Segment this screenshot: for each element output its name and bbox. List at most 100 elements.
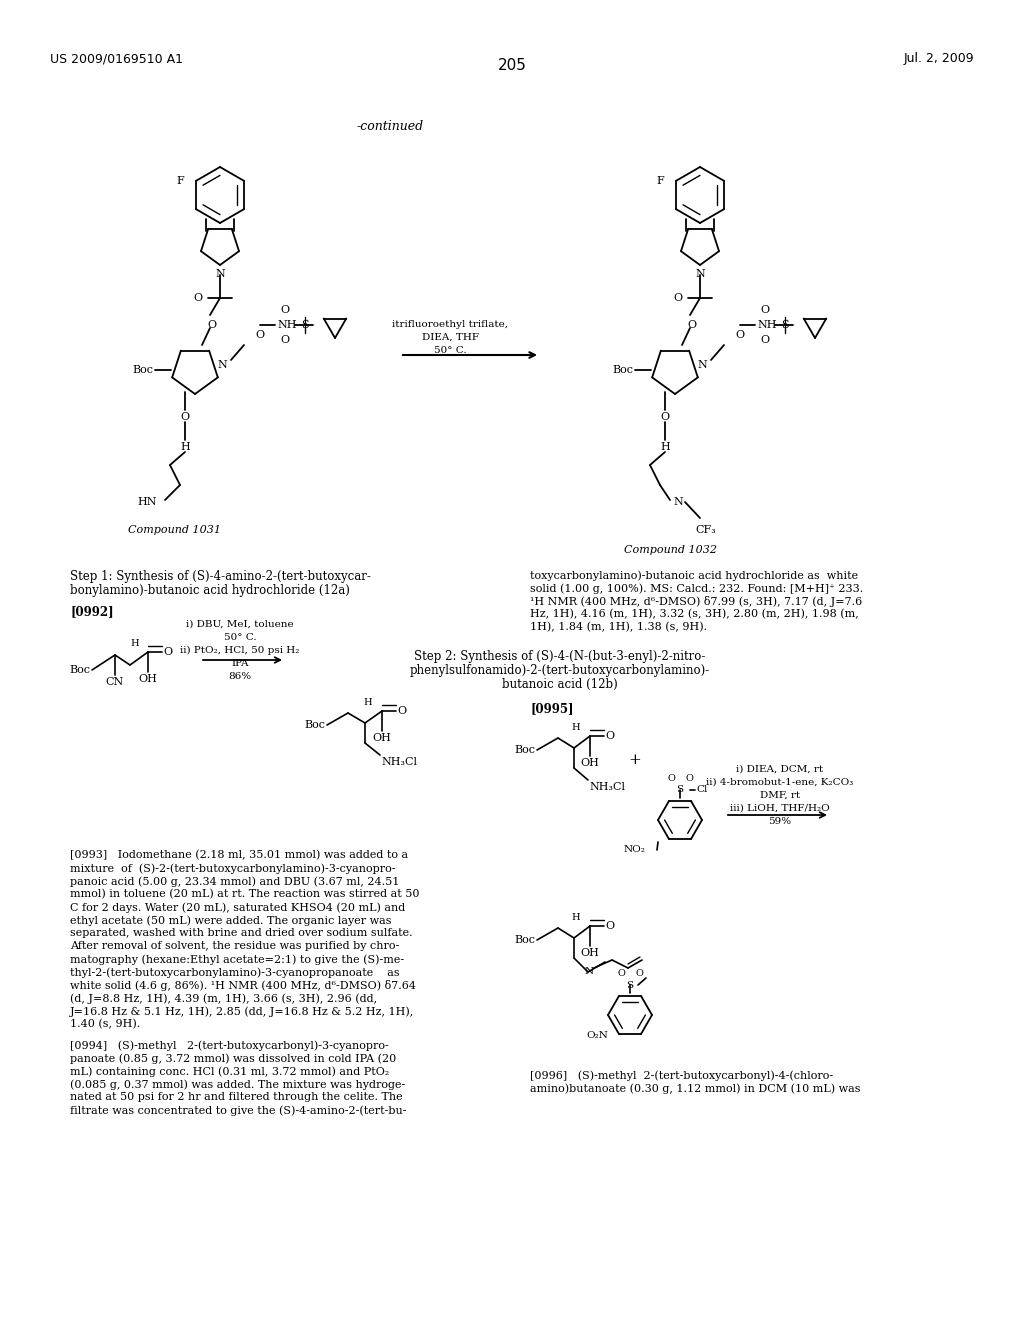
Text: O: O xyxy=(255,330,264,341)
Text: O: O xyxy=(667,774,675,783)
Text: Boc: Boc xyxy=(69,665,90,675)
Text: O: O xyxy=(673,293,682,304)
Text: O: O xyxy=(208,319,216,330)
Text: [0995]: [0995] xyxy=(530,702,573,715)
Text: Boc: Boc xyxy=(612,366,633,375)
Text: NH₃Cl: NH₃Cl xyxy=(381,756,417,767)
Text: [0992]: [0992] xyxy=(70,605,114,618)
Text: IPA: IPA xyxy=(231,659,249,668)
Text: +: + xyxy=(629,752,641,767)
Text: C for 2 days. Water (20 mL), saturated KHSO4 (20 mL) and: C for 2 days. Water (20 mL), saturated K… xyxy=(70,902,406,912)
Text: white solid (4.6 g, 86%). ¹H NMR (400 MHz, d⁶-DMSO) δ7.64: white solid (4.6 g, 86%). ¹H NMR (400 MH… xyxy=(70,979,416,991)
Text: O: O xyxy=(685,774,693,783)
Text: Boc: Boc xyxy=(304,719,325,730)
Text: separated, washed with brine and dried over sodium sulfate.: separated, washed with brine and dried o… xyxy=(70,928,413,939)
Text: [0994]   (S)-methyl   2-(tert-butoxycarbonyl)-3-cyanopro-: [0994] (S)-methyl 2-(tert-butoxycarbonyl… xyxy=(70,1040,389,1051)
Text: toxycarbonylamino)-butanoic acid hydrochloride as  white: toxycarbonylamino)-butanoic acid hydroch… xyxy=(530,570,858,581)
Text: 50° C.: 50° C. xyxy=(223,634,256,642)
Text: solid (1.00 g, 100%). MS: Calcd.: 232. Found: [M+H]⁺ 233.: solid (1.00 g, 100%). MS: Calcd.: 232. F… xyxy=(530,583,863,594)
Text: amino)butanoate (0.30 g, 1.12 mmol) in DCM (10 mL) was: amino)butanoate (0.30 g, 1.12 mmol) in D… xyxy=(530,1082,860,1093)
Text: Compound 1032: Compound 1032 xyxy=(624,545,717,554)
Text: mmol) in toluene (20 mL) at rt. The reaction was stirred at 50: mmol) in toluene (20 mL) at rt. The reac… xyxy=(70,888,420,899)
Text: (0.085 g, 0.37 mmol) was added. The mixture was hydroge-: (0.085 g, 0.37 mmol) was added. The mixt… xyxy=(70,1078,406,1089)
Text: Hz, 1H), 4.16 (m, 1H), 3.32 (s, 3H), 2.80 (m, 2H), 1.98 (m,: Hz, 1H), 4.16 (m, 1H), 3.32 (s, 3H), 2.8… xyxy=(530,609,859,619)
Text: OH: OH xyxy=(373,733,391,743)
Text: O: O xyxy=(163,647,172,657)
Text: Jul. 2, 2009: Jul. 2, 2009 xyxy=(903,51,974,65)
Text: CN: CN xyxy=(105,677,124,686)
Text: NO₂: NO₂ xyxy=(624,846,645,854)
Text: (d, J=8.8 Hz, 1H), 4.39 (m, 1H), 3.66 (s, 3H), 2.96 (dd,: (d, J=8.8 Hz, 1H), 4.39 (m, 1H), 3.66 (s… xyxy=(70,993,377,1003)
Text: N: N xyxy=(217,360,226,370)
Text: itrifluoroethyl triflate,: itrifluoroethyl triflate, xyxy=(392,319,508,329)
Text: nated at 50 psi for 2 hr and filtered through the celite. The: nated at 50 psi for 2 hr and filtered th… xyxy=(70,1092,402,1102)
Text: O: O xyxy=(193,293,202,304)
Text: 1.40 (s, 9H).: 1.40 (s, 9H). xyxy=(70,1019,140,1030)
Text: O: O xyxy=(660,412,670,422)
Text: Step 2: Synthesis of (S)-4-(N-(but-3-enyl)-2-nitro-: Step 2: Synthesis of (S)-4-(N-(but-3-eny… xyxy=(415,649,706,663)
Text: Step 1: Synthesis of (S)-4-amino-2-(tert-butoxycar-: Step 1: Synthesis of (S)-4-amino-2-(tert… xyxy=(70,570,371,583)
Text: O: O xyxy=(761,335,770,345)
Text: F: F xyxy=(656,176,664,186)
Text: filtrate was concentrated to give the (S)-4-amino-2-(tert-bu-: filtrate was concentrated to give the (S… xyxy=(70,1105,407,1115)
Text: O: O xyxy=(397,706,407,715)
Text: DMF, rt: DMF, rt xyxy=(760,791,800,800)
Text: NH: NH xyxy=(278,319,297,330)
Text: i) DIEA, DCM, rt: i) DIEA, DCM, rt xyxy=(736,766,823,774)
Text: i) DBU, MeI, toluene: i) DBU, MeI, toluene xyxy=(186,620,294,630)
Text: H: H xyxy=(131,639,139,648)
Text: butanoic acid (12b): butanoic acid (12b) xyxy=(502,678,617,690)
Text: 86%: 86% xyxy=(228,672,252,681)
Text: [0996]   (S)-methyl  2-(tert-butoxycarbonyl)-4-(chloro-: [0996] (S)-methyl 2-(tert-butoxycarbonyl… xyxy=(530,1071,834,1081)
Text: N: N xyxy=(673,498,683,507)
Text: -continued: -continued xyxy=(356,120,424,133)
Text: ¹H NMR (400 MHz, d⁶-DMSO) δ7.99 (s, 3H), 7.17 (d, J=7.6: ¹H NMR (400 MHz, d⁶-DMSO) δ7.99 (s, 3H),… xyxy=(530,597,862,607)
Text: mixture  of  (S)-2-(tert-butoxycarbonylamino)-3-cyanopro-: mixture of (S)-2-(tert-butoxycarbonylami… xyxy=(70,863,395,874)
Text: S: S xyxy=(301,319,309,330)
Text: After removal of solvent, the residue was purified by chro-: After removal of solvent, the residue wa… xyxy=(70,941,399,950)
Text: O₂N: O₂N xyxy=(586,1031,608,1040)
Text: S: S xyxy=(627,981,634,990)
Text: H: H xyxy=(180,442,189,451)
Text: panoic acid (5.00 g, 23.34 mmol) and DBU (3.67 ml, 24.51: panoic acid (5.00 g, 23.34 mmol) and DBU… xyxy=(70,876,399,887)
Text: J=16.8 Hz & 5.1 Hz, 1H), 2.85 (dd, J=16.8 Hz & 5.2 Hz, 1H),: J=16.8 Hz & 5.1 Hz, 1H), 2.85 (dd, J=16.… xyxy=(70,1006,415,1016)
Text: US 2009/0169510 A1: US 2009/0169510 A1 xyxy=(50,51,183,65)
Text: [0993]   Iodomethane (2.18 ml, 35.01 mmol) was added to a: [0993] Iodomethane (2.18 ml, 35.01 mmol)… xyxy=(70,850,409,861)
Text: 205: 205 xyxy=(498,58,526,73)
Text: DIEA, THF: DIEA, THF xyxy=(422,333,478,342)
Text: O: O xyxy=(735,330,744,341)
Text: CF₃: CF₃ xyxy=(695,525,716,535)
Text: O: O xyxy=(635,969,643,978)
Text: 1H), 1.84 (m, 1H), 1.38 (s, 9H).: 1H), 1.84 (m, 1H), 1.38 (s, 9H). xyxy=(530,622,708,632)
Text: Boc: Boc xyxy=(514,744,535,755)
Text: OH: OH xyxy=(581,948,599,958)
Text: matography (hexane:Ethyl acetate=2:1) to give the (S)-me-: matography (hexane:Ethyl acetate=2:1) to… xyxy=(70,954,404,965)
Text: 59%: 59% xyxy=(768,817,792,826)
Text: NH: NH xyxy=(757,319,776,330)
Text: phenylsulfonamido)-2-(tert-butoxycarbonylamino)-: phenylsulfonamido)-2-(tert-butoxycarbony… xyxy=(410,664,710,677)
Text: H: H xyxy=(571,913,581,921)
Text: Boc: Boc xyxy=(514,935,535,945)
Text: thyl-2-(tert-butoxycarbonylamino)-3-cyanopropanoate    as: thyl-2-(tert-butoxycarbonylamino)-3-cyan… xyxy=(70,968,399,978)
Text: ii) 4-bromobut-1-ene, K₂CO₃: ii) 4-bromobut-1-ene, K₂CO₃ xyxy=(707,777,854,787)
Text: O: O xyxy=(687,319,696,330)
Text: H: H xyxy=(364,698,373,708)
Text: O: O xyxy=(605,731,614,741)
Text: ii) PtO₂, HCl, 50 psi H₂: ii) PtO₂, HCl, 50 psi H₂ xyxy=(180,645,300,655)
Text: HN: HN xyxy=(137,498,157,507)
Text: ethyl acetate (50 mL) were added. The organic layer was: ethyl acetate (50 mL) were added. The or… xyxy=(70,915,391,925)
Text: O: O xyxy=(761,305,770,315)
Text: O: O xyxy=(281,305,290,315)
Text: O: O xyxy=(605,921,614,931)
Text: H: H xyxy=(571,723,581,733)
Text: OH: OH xyxy=(581,758,599,768)
Text: O: O xyxy=(180,412,189,422)
Text: panoate (0.85 g, 3.72 mmol) was dissolved in cold IPA (20: panoate (0.85 g, 3.72 mmol) was dissolve… xyxy=(70,1053,396,1064)
Text: mL) containing conc. HCl (0.31 ml, 3.72 mmol) and PtO₂: mL) containing conc. HCl (0.31 ml, 3.72 … xyxy=(70,1067,389,1077)
Text: H: H xyxy=(660,442,670,451)
Text: Compound 1031: Compound 1031 xyxy=(128,525,221,535)
Text: bonylamino)-butanoic acid hydrochloride (12a): bonylamino)-butanoic acid hydrochloride … xyxy=(70,583,350,597)
Text: S: S xyxy=(677,785,684,795)
Text: F: F xyxy=(176,176,184,186)
Text: O: O xyxy=(617,969,625,978)
